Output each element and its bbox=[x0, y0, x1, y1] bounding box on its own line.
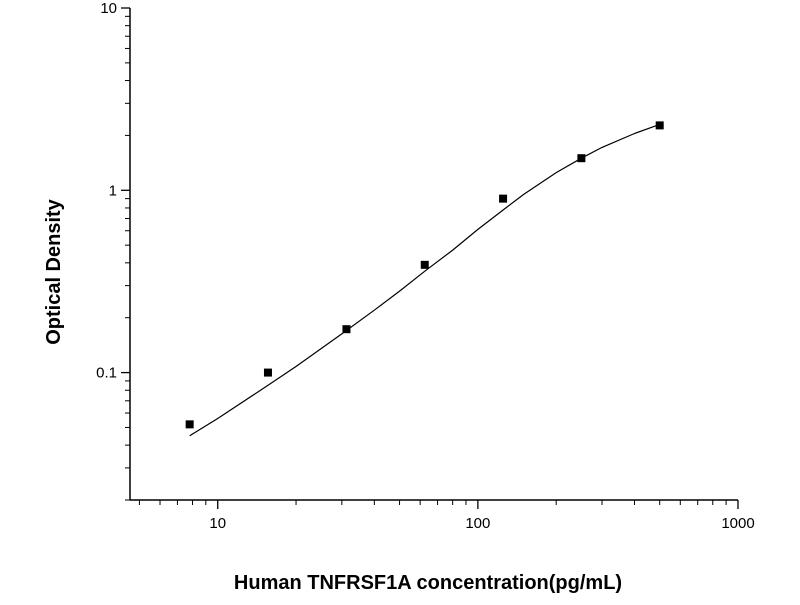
y-tick-label: 0.1 bbox=[96, 365, 117, 382]
fit-curve bbox=[189, 123, 660, 437]
data-point bbox=[577, 154, 586, 163]
data-points bbox=[185, 121, 664, 429]
x-axis-title: Human TNFRSF1A concentration(pg/mL) bbox=[234, 572, 622, 594]
data-point bbox=[342, 325, 351, 334]
y-axis-title: Optical Density bbox=[43, 198, 65, 344]
fit-curve-layer bbox=[189, 123, 660, 437]
axes bbox=[129, 8, 738, 501]
x-tick-label: 100 bbox=[465, 515, 490, 532]
data-point bbox=[499, 194, 508, 203]
data-point bbox=[185, 420, 194, 429]
y-tick-label: 10 bbox=[100, 0, 117, 17]
data-point bbox=[655, 121, 664, 130]
y-tick-label: 1 bbox=[109, 182, 117, 199]
ticks: 10 100 1000 0.1 1 10 bbox=[96, 0, 755, 532]
data-point bbox=[420, 260, 429, 269]
data-point bbox=[263, 368, 272, 377]
x-tick-label: 1000 bbox=[721, 515, 754, 532]
x-tick-label: 10 bbox=[209, 515, 226, 532]
